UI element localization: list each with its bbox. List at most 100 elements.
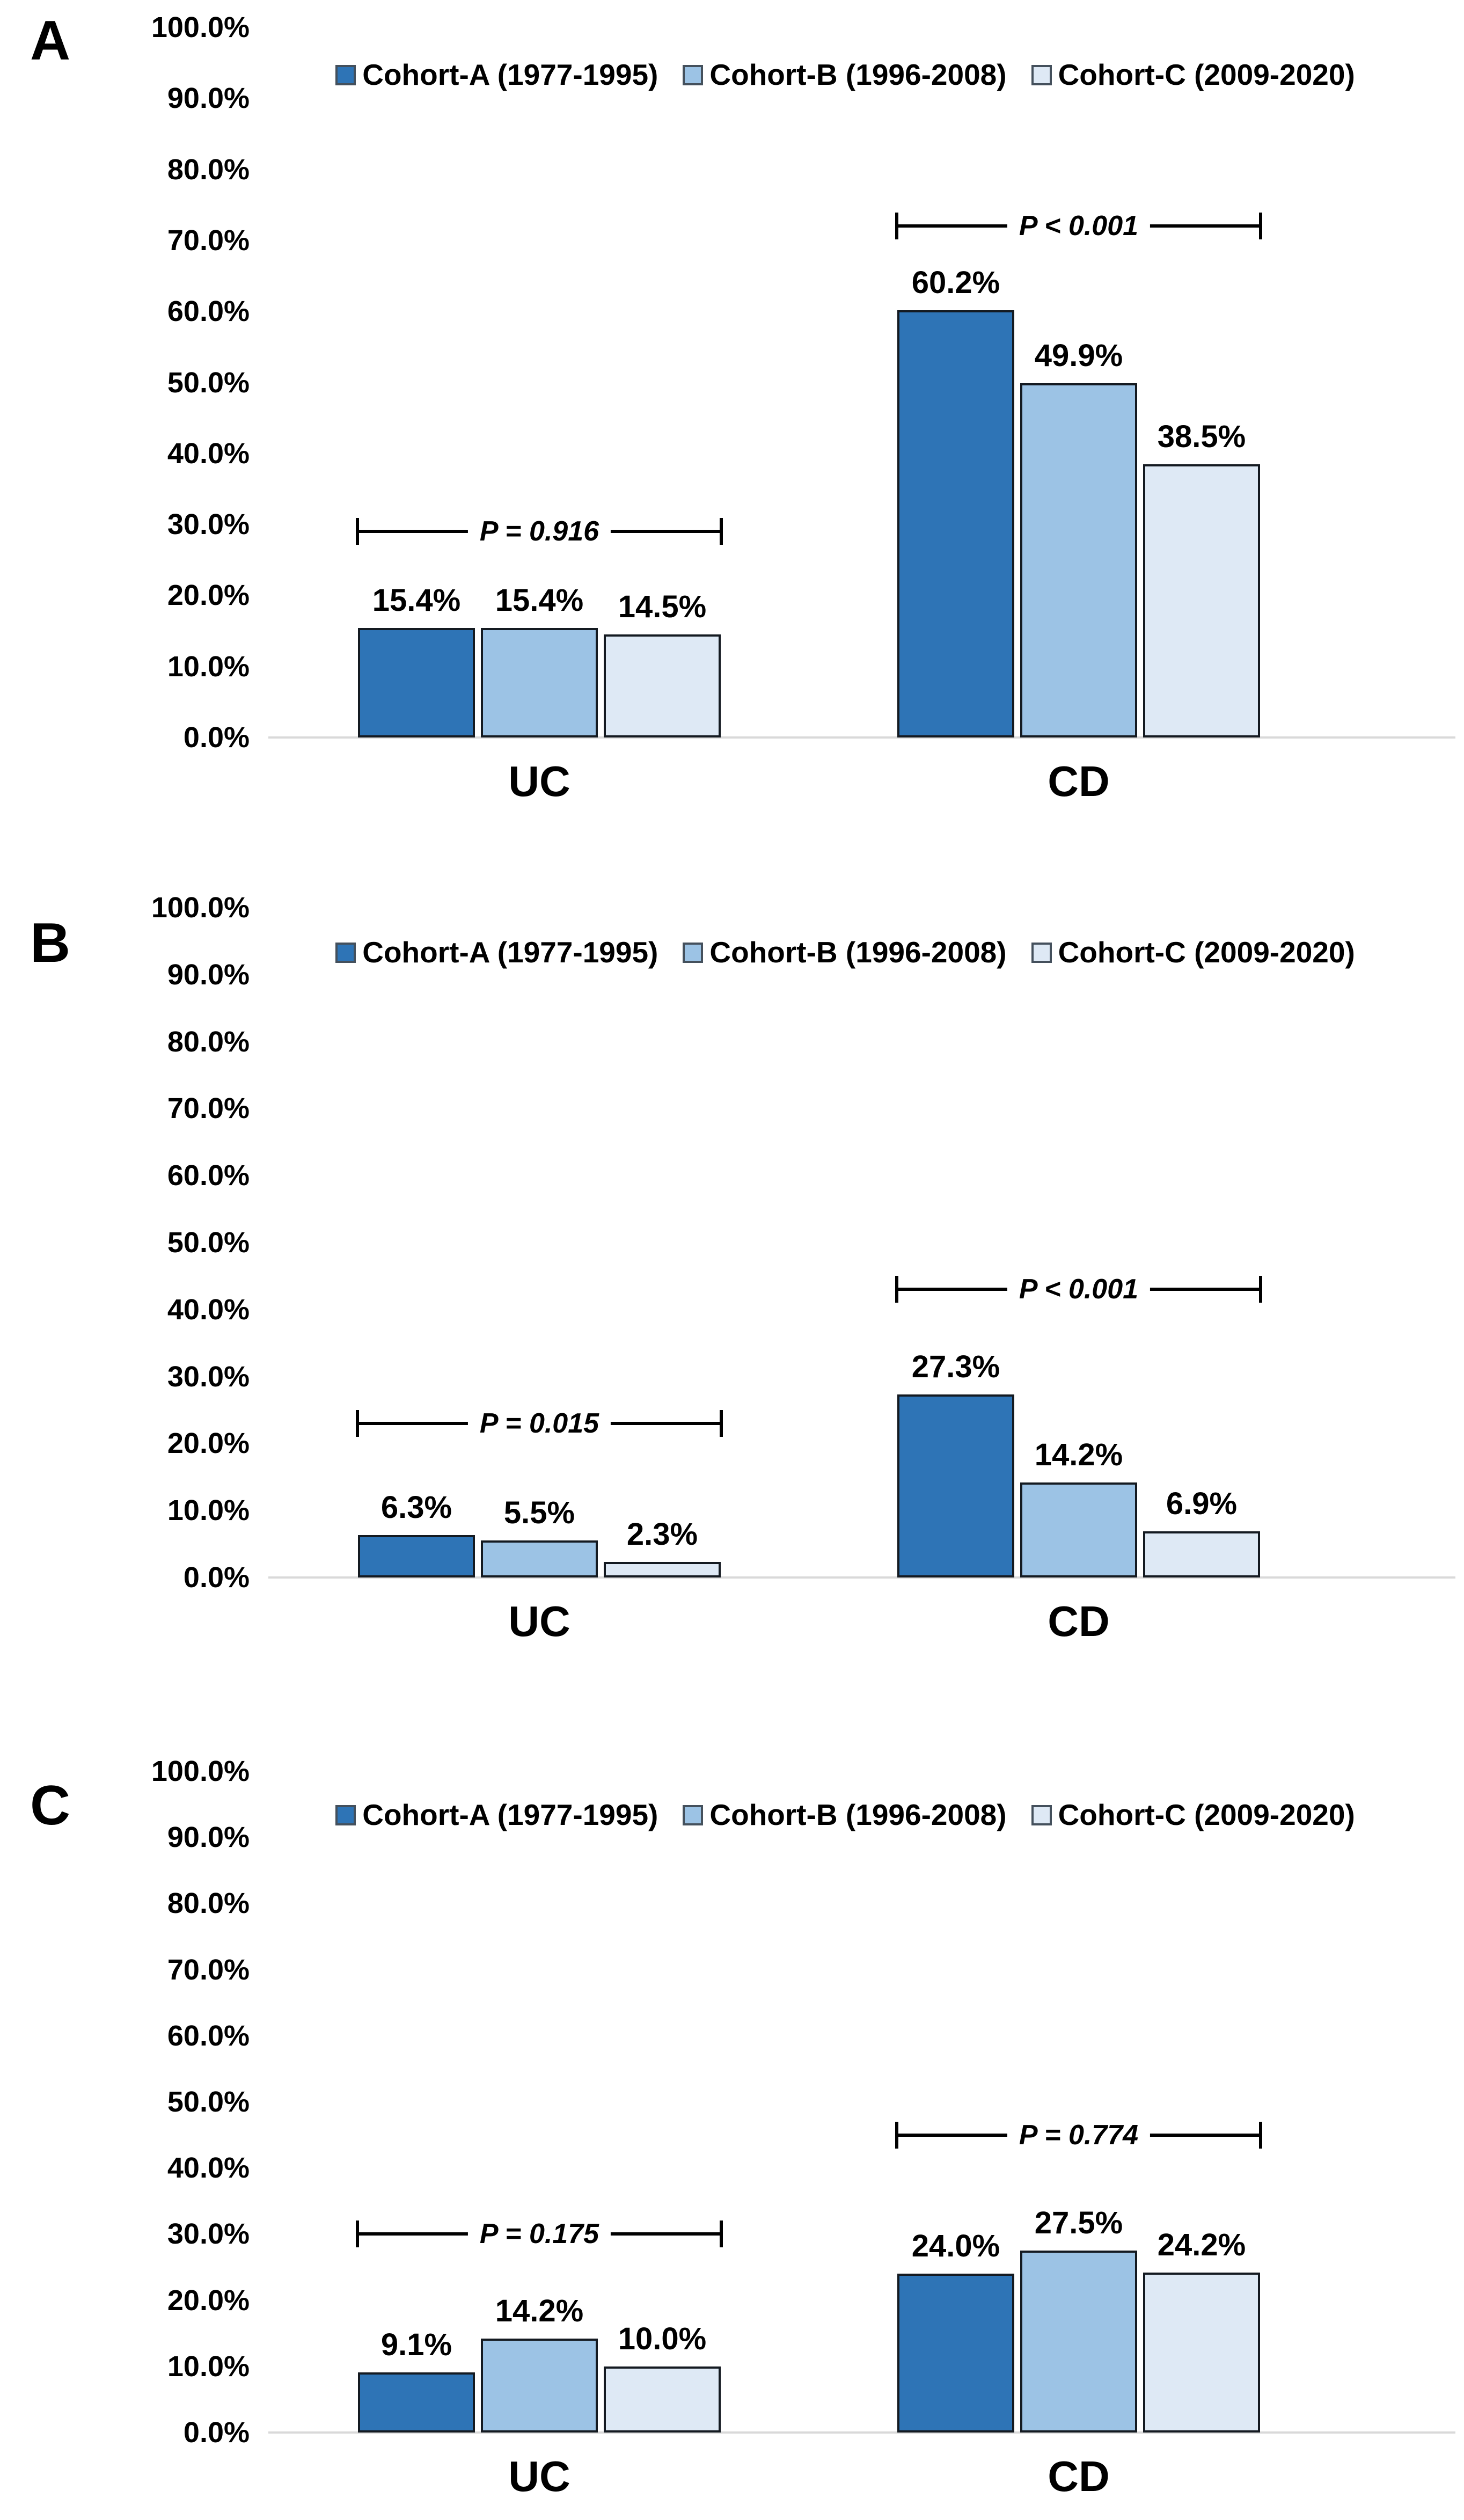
bar-uc-cohort-b (481, 2339, 598, 2433)
legend-item: Cohort-B (1996-2008) (683, 936, 1007, 969)
y-axis-tick-label: 90.0% (167, 1821, 250, 1853)
bar-uc-cohort-c (604, 2366, 721, 2433)
y-axis-tick-label: 100.0% (151, 1755, 250, 1787)
bar-value-label: 15.4% (495, 583, 584, 618)
y-axis-tick-label: 80.0% (167, 154, 250, 186)
y-axis-tick-label: 60.0% (167, 2020, 250, 2052)
legend-item: Cohort-A (1977-1995) (335, 1800, 658, 1830)
y-axis-tick-label: 30.0% (167, 2218, 250, 2250)
legend-swatch-icon (1031, 1805, 1052, 1825)
bar-uc-cohort-a (358, 1535, 475, 1577)
x-axis-baseline (268, 2431, 1455, 2434)
bracket-right-cap (1259, 2122, 1262, 2149)
bar-cd-cohort-a (897, 310, 1014, 737)
legend: Cohort-A (1977-1995) Cohort-B (1996-2008)… (236, 938, 1454, 967)
y-axis-tick-label: 0.0% (183, 721, 250, 754)
bracket-right-cap (1259, 1276, 1262, 1303)
bar-value-label: 6.9% (1166, 1486, 1238, 1521)
legend: Cohort-A (1977-1995) Cohort-B (1996-2008)… (236, 1800, 1454, 1830)
p-value-bracket-cd: P = 0.774 (895, 2121, 1262, 2149)
bar-cd-cohort-c (1143, 2273, 1260, 2433)
y-axis-tick-label: 70.0% (167, 1092, 250, 1124)
bar-value-label: 14.2% (1034, 1437, 1123, 1472)
category-label-uc: UC (508, 757, 570, 805)
bar-cd-cohort-b (1020, 383, 1137, 737)
bar-cd-cohort-a (897, 2274, 1014, 2433)
y-axis-tick-label: 0.0% (183, 2416, 250, 2449)
bracket-left-cap (895, 213, 898, 239)
legend: Cohort-A (1977-1995) Cohort-B (1996-2008)… (236, 60, 1454, 90)
bracket-left-cap (895, 1276, 898, 1303)
y-axis-tick-label: 30.0% (167, 508, 250, 540)
y-axis-tick-label: 20.0% (167, 2284, 250, 2317)
legend-swatch-icon (1031, 942, 1052, 963)
panel-c: C 100.0% 90.0% 80.0% 70.0% 60.0% 50.0% 40.0% 30.… (0, 1680, 1464, 2520)
p-value-bracket-uc: P = 0.015 (356, 1409, 723, 1437)
y-axis-tick-label: 40.0% (167, 1294, 250, 1326)
bracket-left-cap (895, 2122, 898, 2149)
bracket-left-cap (356, 1410, 359, 1437)
panel-a: A 100.0% 90.0% 80.0% 70.0% 60.0% 50.0% 40.0% 30.… (0, 0, 1464, 840)
p-value-text: P = 0.774 (1007, 2121, 1151, 2149)
y-axis-tick-label: 10.0% (167, 651, 250, 683)
p-value-bracket-uc: P = 0.916 (356, 517, 723, 545)
bar-value-label: 15.4% (372, 583, 461, 618)
p-value-text: P = 0.175 (467, 2220, 611, 2248)
bracket-right-cap (720, 2220, 723, 2247)
y-axis-tick-label: 80.0% (167, 1887, 250, 1919)
bracket-left-cap (356, 2220, 359, 2247)
category-label-uc: UC (508, 1597, 570, 1645)
bracket-right-cap (1259, 213, 1262, 239)
y-axis-tick-label: 60.0% (167, 1159, 250, 1192)
bar-value-label: 24.2% (1157, 2227, 1246, 2262)
y-axis-tick-label: 70.0% (167, 1954, 250, 1986)
panel-b: B 100.0% 90.0% 80.0% 70.0% 60.0% 50.0% 40.0% 30.… (0, 840, 1464, 1680)
panel-letter-a: A (30, 10, 71, 72)
bar-value-label: 10.0% (618, 2321, 707, 2356)
legend-swatch-icon (335, 1805, 356, 1825)
bar-uc-cohort-b (481, 628, 598, 737)
legend-item-label: Cohort-B (1996-2008) (709, 1798, 1007, 1831)
p-value-text: P = 0.916 (467, 517, 611, 545)
legend-swatch-icon (1031, 64, 1052, 85)
legend-item: Cohort-A (1977-1995) (335, 60, 658, 90)
y-axis-tick-label: 40.0% (167, 437, 250, 470)
bar-value-label: 27.5% (1034, 2205, 1123, 2240)
bar-value-label: 60.2% (911, 265, 1000, 300)
y-axis-tick-label: 50.0% (167, 2086, 250, 2118)
legend-swatch-icon (683, 1805, 704, 1825)
p-value-bracket-cd: P < 0.001 (895, 212, 1262, 240)
category-label-cd: CD (1048, 2452, 1110, 2500)
y-axis-tick-label: 40.0% (167, 2152, 250, 2184)
legend-item: Cohort-A (1977-1995) (335, 938, 658, 967)
y-axis-tick-label: 90.0% (167, 959, 250, 991)
p-value-text: P = 0.015 (467, 1409, 611, 1437)
legend-item-label: Cohort-A (1977-1995) (362, 936, 658, 969)
legend-item-label: Cohort-C (2009-2020) (1058, 936, 1355, 969)
legend-item-label: Cohort-B (1996-2008) (709, 936, 1007, 969)
y-axis-tick-label: 50.0% (167, 1226, 250, 1259)
bar-cd-cohort-c (1143, 1531, 1260, 1577)
y-axis-tick-label: 30.0% (167, 1361, 250, 1393)
legend-item: Cohort-C (2009-2020) (1031, 938, 1355, 967)
panel-letter-b: B (30, 912, 71, 974)
panel-letter-c: C (30, 1774, 71, 1837)
bar-value-label: 27.3% (911, 1349, 1000, 1384)
y-axis-tick-label: 90.0% (167, 82, 250, 114)
y-axis-tick-label: 20.0% (167, 1427, 250, 1459)
y-axis-tick-label: 0.0% (183, 1561, 250, 1594)
bar-value-label: 49.9% (1034, 338, 1123, 373)
legend-item: Cohort-B (1996-2008) (683, 60, 1007, 90)
legend-swatch-icon (683, 942, 704, 963)
bar-value-label: 14.5% (618, 589, 707, 624)
y-axis-tick-label: 60.0% (167, 295, 250, 327)
legend-swatch-icon (683, 64, 704, 85)
legend-item: Cohort-C (2009-2020) (1031, 60, 1355, 90)
bar-value-label: 2.3% (626, 1517, 698, 1552)
bracket-left-cap (356, 518, 359, 545)
y-axis-tick-label: 100.0% (151, 11, 250, 43)
legend-item-label: Cohort-C (2009-2020) (1058, 58, 1355, 91)
legend-item-label: Cohort-C (2009-2020) (1058, 1798, 1355, 1831)
bracket-right-cap (720, 518, 723, 545)
